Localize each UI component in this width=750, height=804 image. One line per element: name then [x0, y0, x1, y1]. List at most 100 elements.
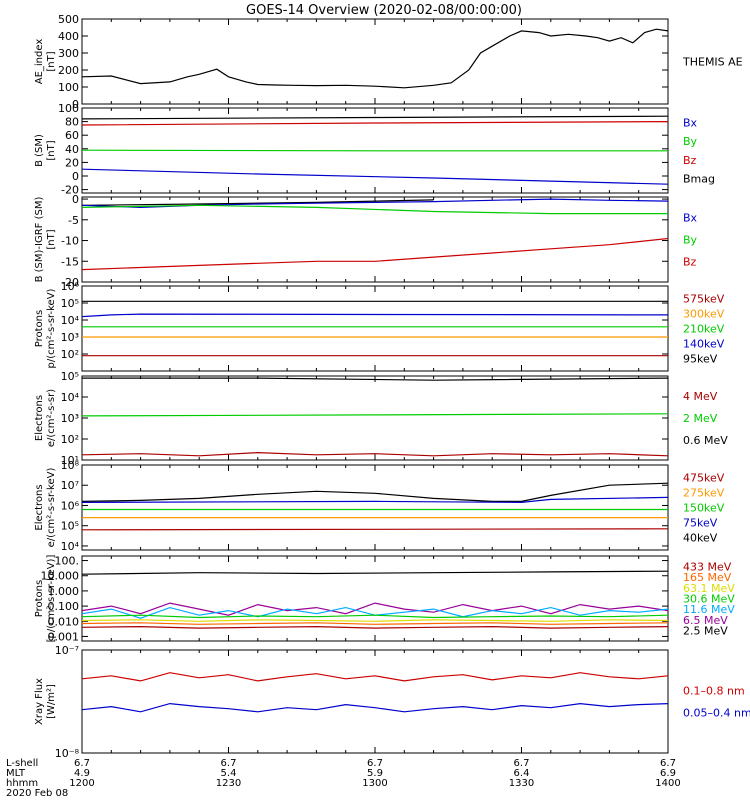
y-tick-label: -20 — [61, 276, 79, 289]
series-bz — [81, 121, 669, 126]
y-axis-title: Protons — [34, 580, 45, 617]
series-63-1-mev — [81, 619, 669, 622]
y-axis-title: e/(cm²-s-sr-keV) — [46, 468, 57, 548]
footer-group: L-shell 6.7 6.7 6.7 6.7 6.7 MLT 4.9 5.4 5.9 6.4 6.9… — [6, 758, 681, 799]
footer-date: 2020 Feb 08 — [6, 788, 68, 799]
series-140kev — [81, 313, 669, 318]
y-axis-title: e/(cm²-s-sr) — [46, 389, 57, 447]
legend-entry: 275keV — [683, 487, 725, 500]
legend-entry: 2 MeV — [683, 412, 718, 425]
y-tick-label: 40 — [65, 143, 79, 156]
legend-entry: 165 MeV — [683, 571, 732, 584]
footer-tick-value: 6.7 — [514, 758, 530, 769]
legend-entry: 140keV — [683, 338, 725, 351]
series-0-05-0-4-nm — [81, 702, 669, 713]
footer-tick-value: 1230 — [216, 778, 241, 789]
legend-entry: By — [683, 135, 698, 148]
series-433-mev — [81, 625, 669, 629]
y-tick-label: 80 — [65, 116, 79, 129]
series-bmag — [81, 115, 669, 120]
y-tick-label: 0 — [72, 170, 79, 183]
y-tick-label: -5 — [68, 214, 79, 227]
y-tick-label: -20 — [61, 184, 79, 197]
footer-tick-value: 1300 — [362, 778, 387, 789]
series-by — [81, 204, 668, 215]
legend-entry: Bz — [683, 256, 697, 269]
legend-entry: 150keV — [683, 502, 725, 515]
legend-entry: 40keV — [683, 532, 718, 545]
footer-tick-value: 6.7 — [660, 758, 676, 769]
panel-frame — [81, 649, 669, 754]
y-tick-label: 100 — [58, 102, 79, 115]
panel-protons_low: 10² 10³ 10⁴ 10⁵ 10⁶ Protons p/(cm²-s-sr-keV) 57… — [34, 280, 725, 372]
legend-entry: 2.5 MeV — [683, 625, 728, 638]
legend-entry: 0.1–0.8 nm — [683, 685, 745, 698]
legend-entry: 210keV — [683, 323, 725, 336]
series-0-1-0-8-nm — [81, 672, 669, 682]
footer-tick-value: 6.7 — [221, 758, 237, 769]
panel-xray: 10⁻⁷ 10⁻⁸ Xray Flux [W/m²] 0.1–0.8 nm 0.05–0.… — [34, 644, 750, 760]
legend-entry: 30.6 MeV — [683, 593, 735, 606]
y-tick-label: 10⁴ — [61, 314, 80, 327]
y-axis-title: B (SM)-IGRF (SM) — [34, 197, 45, 283]
y-axis-title: Protons — [34, 310, 45, 347]
y-tick-label: -15 — [61, 255, 79, 268]
series-bx — [81, 168, 669, 185]
footer-tick-value: 1200 — [69, 778, 94, 789]
y-tick-label: 200 — [58, 64, 79, 77]
y-tick-label: 100 — [58, 81, 79, 94]
panel-electrons_mev: 10¹ 10² 10³ 10⁴ 10⁵ Electrons e/(cm²-s-sr) 4 Me… — [34, 370, 728, 467]
legend-entry: 63.1 MeV — [683, 582, 735, 595]
y-tick-label: 20 — [65, 156, 79, 169]
footer-tick-value: 6.9 — [660, 768, 676, 779]
y-tick-label: 400 — [58, 30, 79, 43]
footer-row-label: MLT — [6, 768, 26, 779]
y-tick-label: 10⁵ — [61, 370, 79, 383]
legend-entry: 95keV — [683, 353, 718, 366]
panel-frame — [81, 18, 669, 105]
y-tick-label: 10⁵ — [61, 297, 79, 310]
y-axis-title: [p/(cm²-s-sr-keV)] — [46, 555, 57, 643]
footer-tick-value: 6.7 — [74, 758, 90, 769]
y-tick-label: 60 — [65, 129, 79, 142]
y-axis-title: Electrons — [34, 395, 45, 441]
y-axis-title: [W/m²] — [46, 684, 57, 719]
panel-electrons_kev: 10⁴ 10⁵ 10⁶ 10⁷ 10⁸ Electrons e/(cm²-s-sr-keV)… — [34, 459, 725, 553]
series-6-5-mev — [81, 602, 669, 616]
series-30-6-mev — [81, 614, 669, 619]
y-tick-label: 10² — [61, 348, 79, 361]
panel-frame — [81, 464, 669, 551]
panel-bigrf: 0 -5 -10 -15 -20 B (SM)-IGRF (SM) [nT] Bx By Bz — [34, 193, 698, 289]
y-tick-label: 0.010 — [48, 615, 80, 628]
y-axis-title: Electrons — [34, 484, 45, 530]
legend-entry: Bx — [683, 116, 698, 129]
y-tick-label: 10.000 — [41, 570, 80, 583]
series-4-mev — [81, 451, 669, 457]
legend-entry: 475keV — [683, 472, 725, 485]
footer-tick-value: 6.4 — [514, 768, 530, 779]
y-tick-label: 10⁶ — [61, 280, 80, 293]
y-tick-label: 10⁸ — [61, 459, 80, 472]
y-axis-title: [nT] — [46, 140, 57, 160]
legend-entry: 0.05–0.4 nm — [683, 707, 750, 720]
legend-entry: 433 MeV — [683, 560, 732, 573]
legend-entry: Bz — [683, 154, 697, 167]
y-tick-label: 300 — [58, 47, 79, 60]
y-tick-label: 0 — [72, 98, 79, 111]
series-2-5-mev — [81, 570, 669, 575]
legend-entry: THEMIS AE — [682, 56, 743, 69]
series-bz — [81, 237, 669, 271]
series-165-mev — [81, 622, 669, 625]
legend-entry: By — [683, 234, 698, 247]
legend-entry: Bx — [683, 212, 698, 225]
series-475kev — [81, 528, 669, 531]
footer-tick-value: 4.9 — [74, 768, 90, 779]
y-axis-title: [nT] — [46, 229, 57, 249]
series-0-6-mev — [82, 377, 669, 381]
legend-entry: Bmag — [683, 173, 715, 186]
legend-entry: 6.5 MeV — [683, 614, 728, 627]
